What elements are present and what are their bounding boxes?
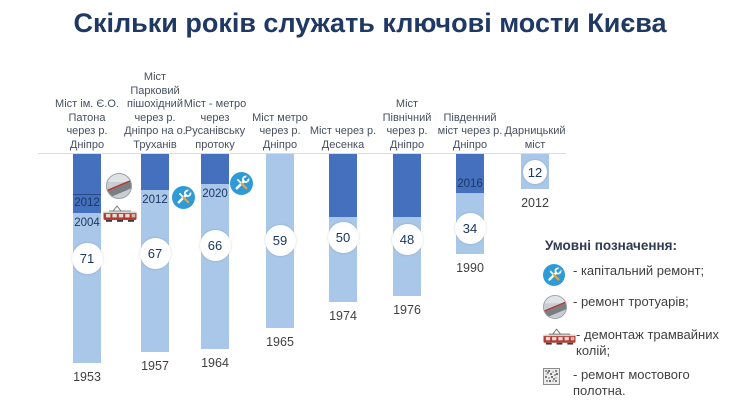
tram-dismantle-icon-marker <box>100 205 140 227</box>
sidewalk-repair-icon <box>543 294 573 319</box>
bar-column: 2012 67 1957 <box>139 154 171 373</box>
legend-item: - ремонт тротуарів; <box>543 294 735 319</box>
deck-repair-icon <box>543 368 560 385</box>
legend-item: - ремонт мостового полотна. <box>543 367 735 399</box>
capital-repair-icon <box>543 264 565 286</box>
repair-year-label: 2016 <box>457 178 483 190</box>
bar-age-value: 66 <box>199 229 231 261</box>
bar-age-value: 12 <box>523 160 547 184</box>
bar-category-label: Міст - метро через Русанівську протоку <box>183 98 247 151</box>
bar-built-year: 1953 <box>73 370 101 384</box>
capital-repair-icon <box>543 263 573 286</box>
bar-column: 2016 34 1990 <box>454 154 486 275</box>
bar-category-label: Міст Парковий пішохідний через р. Дніпро… <box>124 71 186 151</box>
bar-column: 2012 2004 71 1953 <box>71 154 103 384</box>
capital-repair-icon <box>230 172 253 195</box>
legend-item-label: - ремонт мостового полотна. <box>573 367 690 398</box>
capital-repair-icon-marker <box>230 172 253 200</box>
bar-built-year: 1990 <box>456 261 484 275</box>
repair-year-label: 2004 <box>74 217 100 229</box>
bar-column: 48 1976 <box>391 154 423 317</box>
bar-repair-segment <box>393 154 421 217</box>
bar-column: 59 1965 <box>264 154 296 349</box>
bar-built-year: 2012 <box>521 196 549 210</box>
sidewalk-repair-icon <box>543 295 567 319</box>
deck-repair-icon <box>543 367 573 385</box>
repair-year-label: 2012 <box>73 194 101 212</box>
legend-item-label: - ремонт тротуарів; <box>573 294 689 309</box>
legend: Умовні позначення: - капітальний ремонт;… <box>543 238 735 407</box>
bar-repair-segment <box>201 154 229 184</box>
bar-age-value: 71 <box>71 242 103 274</box>
bar-repair-segment <box>141 154 169 190</box>
chart-title: Скільки років служать ключові мости Києв… <box>73 8 667 38</box>
tram-dismantle-icon <box>543 327 576 345</box>
legend-item: - демонтаж трамвайних колій; <box>543 327 735 359</box>
bar-age-value: 48 <box>391 223 423 255</box>
legend-item-label: - капітальний ремонт; <box>573 263 705 278</box>
bar-category-label: Міст Північний через р. Дніпро <box>382 98 432 151</box>
bar-category-label: Міст ім. Є.О. Патона через р. Дніпро <box>55 98 119 151</box>
bar-age-value: 67 <box>139 237 171 269</box>
legend-title: Умовні позначення: <box>545 238 678 253</box>
bar-built-year: 1976 <box>393 303 421 317</box>
tram-dismantle-icon <box>103 205 137 222</box>
bar-age-value: 34 <box>454 212 486 244</box>
capital-repair-icon <box>172 186 195 209</box>
axis-top-line <box>38 153 566 154</box>
bar-category-label: Південний міст через р. Дніпро <box>437 111 503 151</box>
bar-built-year: 1974 <box>329 309 357 323</box>
repair-year-label: 2012 <box>142 194 168 206</box>
bar-repair-segment <box>329 154 357 217</box>
bar-built-year: 1964 <box>201 356 229 370</box>
legend-item-label: - демонтаж трамвайних колій; <box>576 327 719 358</box>
bar-age-value: 50 <box>327 221 359 253</box>
bar-column: 12 2012 <box>521 154 549 210</box>
sidewalk-repair-icon-marker <box>106 173 132 204</box>
bar-category-label: Міст через р. Десенка <box>309 125 377 151</box>
bar-built-year: 1957 <box>141 359 169 373</box>
repair-year-label: 2020 <box>202 188 228 200</box>
bar-age-value: 59 <box>264 224 296 256</box>
bar-column: 50 1974 <box>327 154 359 323</box>
bar-category-label: Міст метро через р. Дніпро <box>252 111 308 151</box>
bar-category-label: Дарницький міст <box>504 125 566 151</box>
legend-item: - капітальний ремонт; <box>543 263 735 286</box>
bar-repair-segment <box>456 154 484 193</box>
capital-repair-icon-marker <box>172 186 195 214</box>
bar-built-year: 1965 <box>266 335 294 349</box>
sidewalk-repair-icon <box>106 173 132 199</box>
bar-column: 2020 66 1964 <box>199 154 231 370</box>
bar-repair-segment <box>73 154 101 213</box>
tram-dismantle-icon <box>543 328 576 345</box>
